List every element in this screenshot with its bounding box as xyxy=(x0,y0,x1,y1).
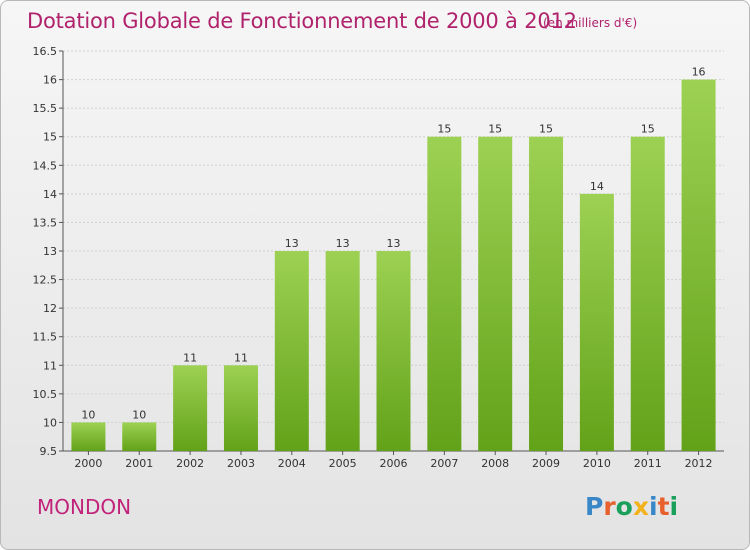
x-tick-label: 2012 xyxy=(685,457,713,470)
data-label: 13 xyxy=(336,237,350,250)
logo-letter: o xyxy=(615,492,633,521)
data-label: 11 xyxy=(234,351,248,364)
bar-2010 xyxy=(579,193,614,451)
logo-letter: i xyxy=(649,492,658,521)
x-tick-label: 2001 xyxy=(125,457,153,470)
y-tick-label: 11 xyxy=(43,359,57,372)
town-name: MONDON xyxy=(37,495,132,519)
y-tick-label: 12.5 xyxy=(33,274,58,287)
logo-letter: i xyxy=(669,492,679,521)
y-tick-label: 13.5 xyxy=(33,216,58,229)
bar-2011 xyxy=(630,136,665,451)
x-tick-label: 2005 xyxy=(329,457,357,470)
bar-2006 xyxy=(376,251,411,451)
y-tick-label: 11.5 xyxy=(33,331,58,344)
data-label: 15 xyxy=(437,123,451,136)
bar-2002 xyxy=(173,365,208,451)
y-tick-label: 15.5 xyxy=(33,102,58,115)
logo-letter: x xyxy=(632,492,649,521)
y-tick-labels: 9.5 10 10.5 11 11.5 12 12.5 13 13.5 14 14.5 15 15.5 1… xyxy=(33,45,58,458)
y-tick-label: 16 xyxy=(43,74,57,87)
y-tick-label: 10.5 xyxy=(33,388,58,401)
x-tick-label: 2011 xyxy=(634,457,662,470)
bar-2009 xyxy=(529,136,564,451)
x-tick-label: 2009 xyxy=(532,457,560,470)
data-label: 14 xyxy=(590,180,604,193)
data-label: 16 xyxy=(692,66,706,79)
data-label: 15 xyxy=(641,123,655,136)
logo-letter: r xyxy=(603,492,616,521)
x-tick-label: 2010 xyxy=(583,457,611,470)
x-tick-label: 2006 xyxy=(380,457,408,470)
y-tick-label: 9.5 xyxy=(40,445,58,458)
logo-letter: P xyxy=(585,492,604,521)
chart-title: Dotation Globale de Fonctionnement de 20… xyxy=(27,9,577,33)
x-tick-label: 2008 xyxy=(481,457,509,470)
y-tick-label: 12 xyxy=(43,302,57,315)
bar-2004 xyxy=(274,251,309,451)
x-tick-label: 2002 xyxy=(176,457,204,470)
bar-2005 xyxy=(325,251,360,451)
x-tick-label: 2003 xyxy=(227,457,255,470)
bar-2001 xyxy=(122,422,157,451)
data-labels: 10 10 11 11 13 13 13 15 15 15 14 15 16 xyxy=(81,66,705,422)
data-label: 10 xyxy=(132,408,146,421)
data-label: 13 xyxy=(285,237,299,250)
x-tick-label: 2007 xyxy=(430,457,458,470)
bar-2008 xyxy=(478,136,513,451)
y-tick-label: 14.5 xyxy=(33,159,58,172)
data-label: 15 xyxy=(539,123,553,136)
data-label: 15 xyxy=(488,123,502,136)
data-label: 13 xyxy=(387,237,401,250)
y-tick-label: 10 xyxy=(43,416,57,429)
bar-2007 xyxy=(427,136,462,451)
x-tick-label: 2004 xyxy=(278,457,306,470)
y-tick-label: 16.5 xyxy=(33,45,58,58)
chart-subtitle: (en milliers d'€) xyxy=(543,16,638,30)
bar-2003 xyxy=(223,365,258,451)
y-tick-label: 15 xyxy=(43,131,57,144)
x-tick-label: 2000 xyxy=(74,457,102,470)
logo-letter: t xyxy=(657,492,670,521)
bar-2000 xyxy=(71,422,106,451)
bars xyxy=(71,79,716,452)
data-label: 11 xyxy=(183,351,197,364)
bar-2012 xyxy=(681,79,716,452)
data-label: 10 xyxy=(81,408,95,421)
proxiti-logo[interactable]: Proxiti xyxy=(585,492,678,521)
y-tick-label: 13 xyxy=(43,245,57,258)
x-tick-labels: 2000 2001 2002 2003 2004 2005 2006 2007 2008 2009… xyxy=(74,457,712,470)
y-tick-label: 14 xyxy=(43,188,57,201)
